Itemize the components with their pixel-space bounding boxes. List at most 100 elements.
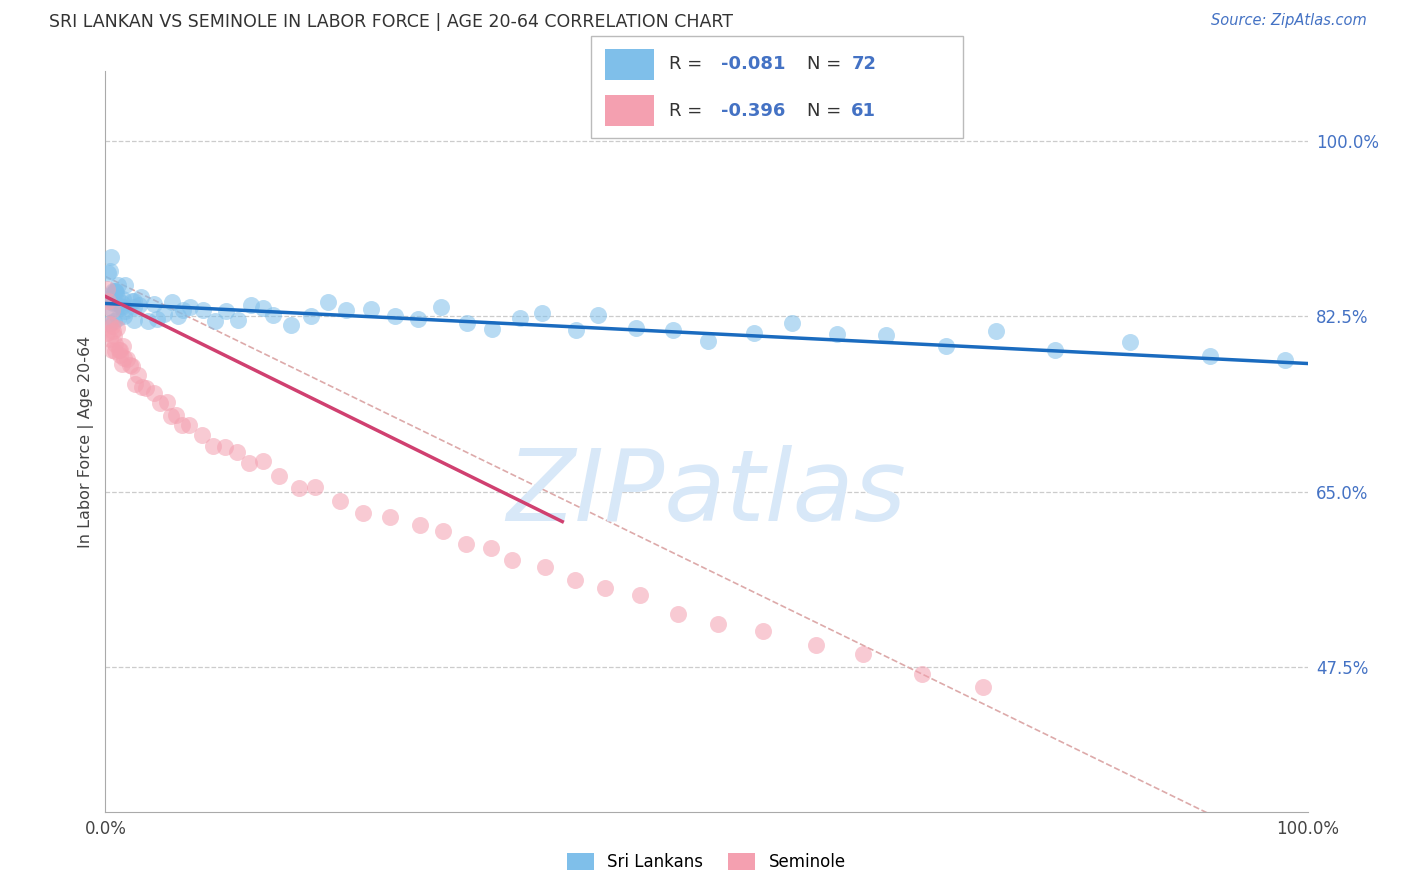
Point bbox=[1043, 343, 1066, 358]
Point bbox=[104, 343, 127, 358]
Point bbox=[124, 300, 146, 314]
Point bbox=[112, 339, 135, 353]
Point bbox=[564, 573, 586, 587]
Text: N =: N = bbox=[807, 55, 846, 73]
Point bbox=[100, 303, 122, 318]
Text: 72: 72 bbox=[852, 55, 876, 73]
Point bbox=[120, 358, 142, 372]
Point bbox=[742, 326, 765, 340]
Point bbox=[146, 312, 169, 326]
Point bbox=[103, 328, 125, 343]
Point bbox=[696, 334, 718, 349]
Point bbox=[104, 284, 127, 298]
Point bbox=[707, 616, 730, 631]
Point bbox=[108, 343, 131, 357]
Point bbox=[97, 293, 120, 308]
Y-axis label: In Labor Force | Age 20-64: In Labor Force | Age 20-64 bbox=[79, 335, 94, 548]
Point bbox=[127, 368, 149, 383]
Point bbox=[135, 381, 157, 395]
Point bbox=[191, 303, 214, 318]
Point bbox=[98, 292, 121, 306]
Point bbox=[166, 310, 188, 324]
Point bbox=[98, 332, 121, 346]
Point bbox=[101, 324, 124, 338]
Bar bbox=[606, 95, 654, 126]
Point bbox=[107, 311, 129, 326]
Text: -0.081: -0.081 bbox=[721, 55, 786, 73]
Point bbox=[111, 357, 134, 371]
Point bbox=[143, 297, 166, 311]
Text: R =: R = bbox=[669, 102, 707, 120]
Point bbox=[214, 304, 236, 318]
Point bbox=[1119, 335, 1142, 350]
Point bbox=[112, 310, 135, 324]
Point bbox=[624, 321, 647, 335]
Point bbox=[124, 293, 146, 308]
Point bbox=[160, 294, 183, 309]
Point bbox=[280, 318, 302, 332]
Point bbox=[752, 624, 775, 638]
Point bbox=[335, 303, 357, 318]
Point bbox=[107, 343, 129, 357]
Point bbox=[586, 308, 609, 322]
Text: -0.396: -0.396 bbox=[721, 102, 786, 120]
Point bbox=[378, 510, 401, 524]
Point bbox=[409, 518, 432, 533]
Point bbox=[100, 318, 122, 332]
Point bbox=[875, 327, 897, 342]
Point bbox=[288, 481, 311, 495]
Point bbox=[107, 278, 129, 293]
Point bbox=[155, 394, 177, 409]
Point bbox=[329, 493, 352, 508]
Point bbox=[165, 408, 187, 422]
Point bbox=[103, 314, 125, 328]
Point bbox=[1199, 350, 1222, 364]
Point bbox=[456, 316, 478, 330]
Point bbox=[252, 454, 274, 468]
Point bbox=[114, 351, 136, 366]
Point bbox=[108, 348, 131, 362]
Point bbox=[114, 277, 136, 292]
Point bbox=[112, 292, 135, 306]
Point bbox=[142, 385, 165, 400]
Point bbox=[98, 264, 121, 278]
Point bbox=[111, 301, 134, 315]
Point bbox=[935, 339, 957, 353]
Text: N =: N = bbox=[807, 102, 846, 120]
Point bbox=[911, 667, 934, 681]
Point bbox=[804, 638, 827, 652]
Point bbox=[628, 588, 651, 602]
Point bbox=[153, 307, 176, 321]
Point bbox=[105, 320, 128, 334]
Point bbox=[430, 301, 453, 315]
Point bbox=[131, 379, 153, 393]
Point bbox=[593, 581, 616, 595]
Point bbox=[661, 323, 683, 337]
Point bbox=[534, 559, 557, 574]
Point bbox=[159, 409, 181, 423]
Point bbox=[501, 552, 523, 566]
Point bbox=[103, 294, 125, 309]
Point bbox=[115, 352, 138, 367]
Point bbox=[214, 440, 236, 454]
Point bbox=[509, 311, 531, 326]
Point bbox=[97, 266, 120, 280]
Point bbox=[96, 326, 118, 341]
Point bbox=[103, 284, 125, 298]
Point bbox=[299, 309, 322, 323]
Point bbox=[304, 480, 326, 494]
Point bbox=[114, 303, 136, 318]
Point bbox=[352, 506, 374, 520]
Point bbox=[269, 469, 291, 483]
Bar bbox=[606, 49, 654, 79]
Point bbox=[852, 647, 875, 661]
Point bbox=[252, 301, 274, 315]
Point bbox=[238, 456, 260, 470]
Point bbox=[98, 316, 121, 330]
Point bbox=[780, 316, 803, 330]
Point bbox=[226, 313, 249, 327]
Point bbox=[481, 322, 503, 336]
Point bbox=[972, 680, 994, 694]
Point bbox=[479, 541, 502, 555]
Point bbox=[226, 444, 249, 458]
